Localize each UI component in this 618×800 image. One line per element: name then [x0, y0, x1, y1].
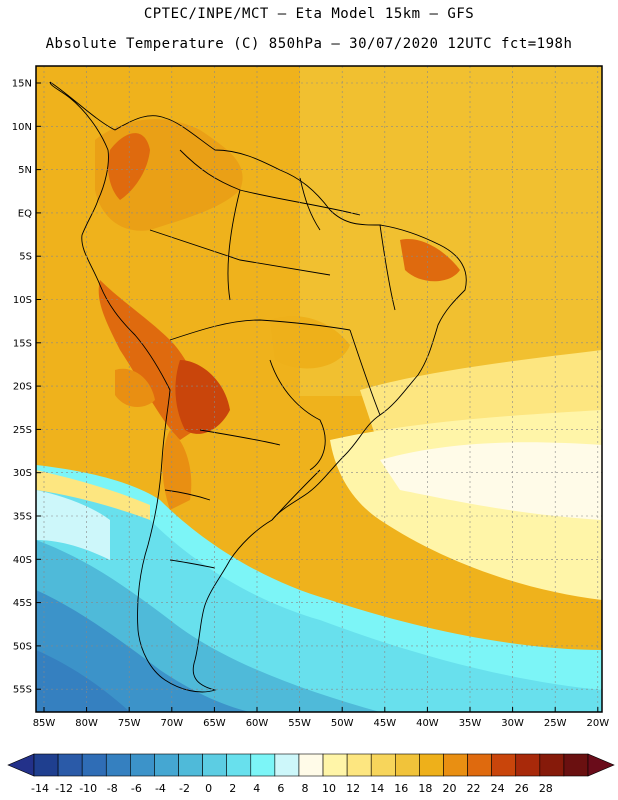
lon-label: 25W [544, 718, 567, 729]
colorbar-label: 16 [394, 782, 408, 795]
lat-label: 10S [13, 295, 32, 306]
lon-label: 80W [75, 718, 98, 729]
colorbar-label: -10 [79, 782, 97, 795]
lon-label: 75W [118, 718, 141, 729]
colorbar-label: 22 [467, 782, 481, 795]
colorbar-swatch [274, 753, 300, 777]
colorbar-label: -8 [107, 782, 118, 795]
colorbar-label: 10 [322, 782, 336, 795]
colorbar-swatch [226, 753, 252, 777]
colorbar-arrow-high [587, 753, 615, 777]
colorbar-label: 12 [346, 782, 360, 795]
colorbar-label: 20 [442, 782, 456, 795]
colorbar-swatch [57, 753, 83, 777]
colorbar-label: 28 [539, 782, 553, 795]
colorbar-swatch [443, 753, 468, 777]
lon-label: 55W [288, 718, 311, 729]
colorbar-label: 2 [229, 782, 236, 795]
lat-label: 15S [13, 338, 32, 349]
colorbar-swatch [33, 753, 59, 777]
lat-label: 20S [13, 382, 32, 393]
colorbar-swatch [346, 753, 372, 777]
colorbar-swatch [395, 753, 420, 777]
lon-label: 40W [416, 718, 439, 729]
lon-label: 70W [160, 718, 183, 729]
colorbar-label: -14 [31, 782, 49, 795]
graticule [36, 66, 602, 712]
colorbar-swatch [154, 753, 179, 777]
coastlines [49, 81, 467, 693]
colorbar-label: -6 [131, 782, 142, 795]
colorbar-swatch [105, 753, 131, 777]
lat-label: 45S [13, 598, 32, 609]
colorbar-swatch [467, 753, 492, 777]
lon-label: 45W [373, 718, 396, 729]
colorbar-swatch [298, 753, 324, 777]
colorbar-swatch [250, 753, 276, 777]
temperature-field [36, 66, 602, 712]
colorbar-label: 14 [370, 782, 384, 795]
lat-label: 50S [13, 641, 32, 652]
lon-label: 50W [331, 718, 354, 729]
colorbar-swatch [130, 753, 155, 777]
colorbar-label: 18 [418, 782, 432, 795]
longitude-labels: 85W 80W 75W 70W 65W 60W 55W 50W 45W 40W 35W 30W 25W 2… [33, 707, 609, 729]
colorbar-swatch [491, 753, 517, 777]
lon-label: 60W [246, 718, 269, 729]
colorbar-label: 0 [205, 782, 212, 795]
lat-label: 55S [13, 685, 32, 696]
colorbar-swatch [539, 753, 565, 777]
lon-label: 65W [203, 718, 226, 729]
colorbar-label: 8 [301, 782, 308, 795]
colorbar-swatch [81, 753, 107, 777]
map-frame [35, 65, 603, 713]
colorbar-swatch [202, 753, 227, 777]
lon-label: 30W [501, 718, 524, 729]
colorbar-swatch [419, 753, 444, 777]
colorbar-label: 6 [277, 782, 284, 795]
lat-label: 15N [12, 79, 32, 90]
lon-label: 35W [459, 718, 482, 729]
colorbar-label: -2 [179, 782, 190, 795]
lat-label: EQ [18, 208, 32, 219]
colorbar-swatch [515, 753, 541, 777]
lat-label: 5S [19, 252, 32, 263]
temperature-map: 15N 10N 5N EQ 5S 10S 15S 20S 25S 30S 35S 40S 45S 50S 5… [12, 65, 609, 729]
colorbar-swatch [178, 753, 203, 777]
colorbar-label: -4 [155, 782, 166, 795]
lat-label: 35S [13, 512, 32, 523]
lat-label: 5N [18, 165, 32, 176]
latitude-labels: 15N 10N 5N EQ 5S 10S 15S 20S 25S 30S 35S 40S 45S 50S 5… [12, 79, 41, 696]
colorbar-arrow-low [7, 753, 35, 777]
colorbar-label: 4 [253, 782, 260, 795]
colorbar-label: -12 [55, 782, 73, 795]
colorbar-label: 24 [491, 782, 505, 795]
lon-label: 20W [586, 718, 609, 729]
lat-label: 40S [13, 555, 32, 566]
lat-label: 30S [13, 468, 32, 479]
lat-label: 10N [12, 122, 32, 133]
title-line-2: Absolute Temperature (C) 850hPa – 30/07/… [45, 36, 573, 52]
colorbar-label: 26 [515, 782, 529, 795]
colorbar-swatch [563, 753, 589, 777]
colorbar-swatch [322, 753, 348, 777]
lat-label: 25S [13, 425, 32, 436]
title-line-1: CPTEC/INPE/MCT – Eta Model 15km – GFS [143, 6, 475, 22]
lon-label: 85W [33, 718, 56, 729]
colorbar: -14 -12 -10 -8 -6 -4 -2 0 2 4 6 8 10 12 14 16 18 20 22 24 26… [7, 753, 615, 795]
colorbar-swatch [370, 753, 396, 777]
